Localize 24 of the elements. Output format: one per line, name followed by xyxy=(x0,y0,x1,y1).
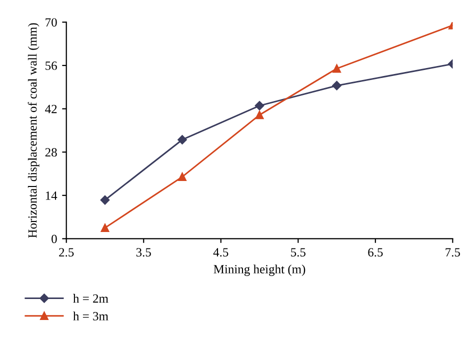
y-tick-label: 56 xyxy=(46,62,57,70)
x-tick-label: 4.5 xyxy=(213,248,228,257)
point xyxy=(255,110,264,120)
x-tick-label: 5.5 xyxy=(291,248,306,257)
point xyxy=(178,135,187,144)
point xyxy=(332,64,341,73)
point xyxy=(332,80,342,90)
x-tick-label: 6.5 xyxy=(368,248,383,257)
legend-label: h = 3m xyxy=(73,312,108,320)
x-tick-label: 3.5 xyxy=(136,248,151,257)
y-tick-label: 28 xyxy=(45,148,57,157)
point xyxy=(100,195,110,205)
legend-label: h = 2m xyxy=(73,294,108,303)
point xyxy=(100,224,110,232)
x-axis-title: Mining height (m) xyxy=(214,264,306,276)
y-tick-label: 42 xyxy=(45,104,57,114)
point xyxy=(178,172,186,181)
y-tick-label: 0 xyxy=(52,234,57,244)
x-tick-label: 2.5 xyxy=(59,248,74,257)
y-tick-label: 14 xyxy=(46,191,58,200)
point xyxy=(254,101,264,110)
x-tick-label: 7.5 xyxy=(446,248,460,257)
y-axis-title: Horizontal displacement of coal wall (mm) xyxy=(28,23,40,238)
y-tick-label: 70 xyxy=(46,18,57,27)
